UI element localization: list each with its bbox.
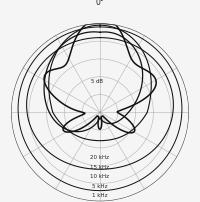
Text: 5 dB: 5 dB [91,79,103,84]
Text: 15 kHz: 15 kHz [90,165,110,170]
Text: 0°: 0° [96,0,104,7]
Text: 10 kHz: 10 kHz [90,174,110,179]
Text: 20 kHz: 20 kHz [90,155,110,160]
Text: 5 kHz: 5 kHz [92,184,108,189]
Text: 1 kHz: 1 kHz [92,193,108,198]
